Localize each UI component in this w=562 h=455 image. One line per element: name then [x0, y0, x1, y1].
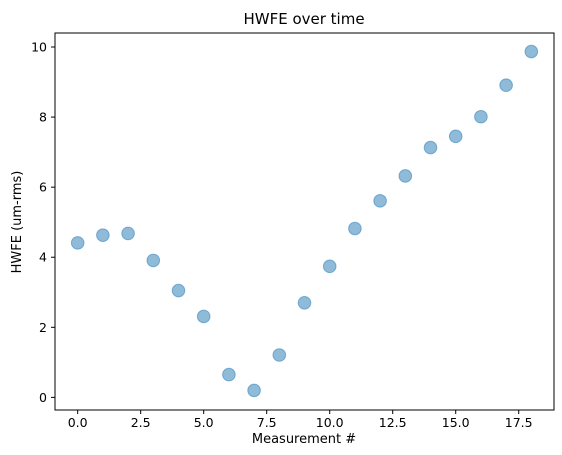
data-point	[70, 236, 85, 250]
chart-title: HWFE over time	[243, 10, 364, 28]
data-point	[247, 383, 261, 398]
y-tick-label: 4	[39, 250, 47, 265]
y-tick-label: 8	[39, 110, 47, 125]
data-point	[297, 295, 312, 310]
x-axis-label: Measurement #	[252, 432, 356, 447]
data-point	[322, 259, 337, 274]
data-point	[121, 226, 135, 241]
y-tick-label: 6	[39, 180, 47, 195]
y-tick-label: 10	[31, 40, 47, 55]
data-point	[448, 129, 463, 144]
x-tick-label: 0.0	[68, 415, 88, 430]
data-point	[171, 283, 186, 298]
x-tick-label: 17.5	[505, 415, 533, 430]
data-point	[474, 109, 488, 124]
data-point	[272, 348, 287, 362]
data-point	[373, 194, 387, 208]
x-tick-label: 12.5	[379, 415, 407, 430]
y-tick-label: 0	[39, 390, 47, 405]
data-point	[398, 169, 413, 183]
x-tick-label: 5.0	[194, 415, 214, 430]
data-point	[96, 228, 110, 242]
data-point	[499, 78, 513, 93]
y-tick-label: 2	[39, 320, 47, 335]
data-points	[70, 44, 539, 398]
data-point	[524, 44, 539, 59]
x-tick-label: 15.0	[442, 415, 470, 430]
y-axis: 0 2 4 6 8 10	[31, 40, 55, 405]
data-point	[196, 309, 211, 324]
x-tick-label: 7.5	[257, 415, 277, 430]
x-axis: 0.0 2.5 5.0 7.5 10.0 12.5 15.0 17.5	[68, 410, 533, 430]
y-axis-label: HWFE (um-rms)	[10, 171, 25, 274]
data-point	[423, 140, 438, 155]
data-point	[348, 221, 362, 236]
plot-area-frame	[54, 32, 555, 411]
x-tick-label: 2.5	[131, 415, 151, 430]
data-point	[146, 253, 161, 268]
data-point	[222, 367, 236, 382]
x-tick-label: 10.0	[316, 415, 344, 430]
